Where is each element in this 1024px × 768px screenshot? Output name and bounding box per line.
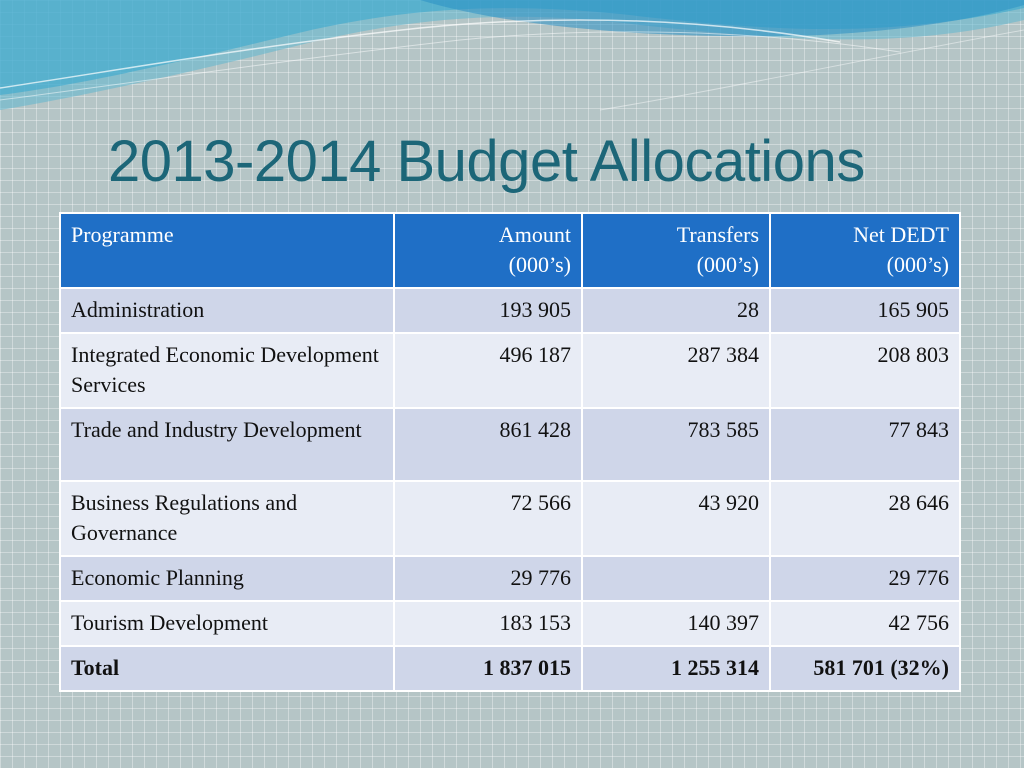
programme-cell: Tourism Development: [59, 600, 395, 647]
table-row: Business Regulations and Governance 72 5…: [59, 480, 961, 557]
table-total-row: Total 1 837 015 1 255 314 581 701 (32%): [59, 645, 961, 692]
net-dedt-cell: 208 803: [769, 332, 961, 409]
transfers-cell: [581, 555, 771, 602]
table-header-row: Programme Amount (000’s) Transfers (000’…: [59, 212, 961, 289]
table-row: Trade and Industry Development 861 428 7…: [59, 407, 961, 482]
amount-cell: 72 566: [393, 480, 583, 557]
total-net-dedt-cell: 581 701 (32%): [769, 645, 961, 692]
net-dedt-cell: 77 843: [769, 407, 961, 482]
programme-cell: Business Regulations and Governance: [59, 480, 395, 557]
table-row: Administration 193 905 28 165 905: [59, 287, 961, 334]
header-wave-decoration: [0, 0, 1024, 111]
transfers-cell: 43 920: [581, 480, 771, 557]
table-row: Economic Planning 29 776 29 776: [59, 555, 961, 602]
amount-cell: 861 428: [393, 407, 583, 482]
transfers-cell: 28: [581, 287, 771, 334]
total-label-cell: Total: [59, 645, 395, 692]
amount-cell: 183 153: [393, 600, 583, 647]
column-header-net-dedt: Net DEDT (000’s): [769, 212, 961, 289]
transfers-cell: 287 384: [581, 332, 771, 409]
programme-cell: Economic Planning: [59, 555, 395, 602]
programme-cell: Administration: [59, 287, 395, 334]
net-dedt-cell: 28 646: [769, 480, 961, 557]
column-header-amount: Amount (000’s): [393, 212, 583, 289]
table-row: Tourism Development 183 153 140 397 42 7…: [59, 600, 961, 647]
slide-title: 2013-2014 Budget Allocations: [108, 129, 865, 194]
column-header-transfers: Transfers (000’s): [581, 212, 771, 289]
amount-cell: 29 776: [393, 555, 583, 602]
total-amount-cell: 1 837 015: [393, 645, 583, 692]
programme-cell: Integrated Economic Development Services: [59, 332, 395, 409]
column-header-programme: Programme: [59, 212, 395, 289]
total-transfers-cell: 1 255 314: [581, 645, 771, 692]
programme-cell: Trade and Industry Development: [59, 407, 395, 482]
amount-cell: 496 187: [393, 332, 583, 409]
net-dedt-cell: 29 776: [769, 555, 961, 602]
transfers-cell: 783 585: [581, 407, 771, 482]
table-row: Integrated Economic Development Services…: [59, 332, 961, 409]
net-dedt-cell: 42 756: [769, 600, 961, 647]
net-dedt-cell: 165 905: [769, 287, 961, 334]
budget-table: Programme Amount (000’s) Transfers (000’…: [59, 212, 961, 692]
amount-cell: 193 905: [393, 287, 583, 334]
transfers-cell: 140 397: [581, 600, 771, 647]
